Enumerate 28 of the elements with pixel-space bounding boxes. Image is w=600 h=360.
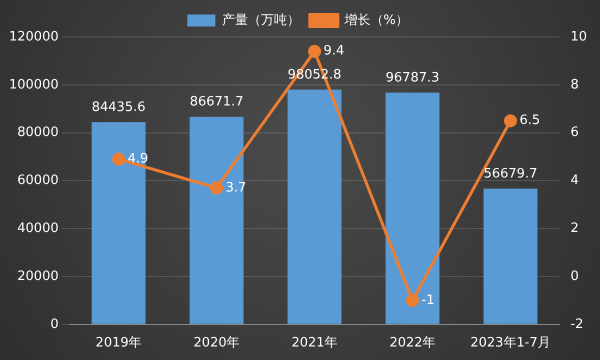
- y-tick-label: 20000: [17, 268, 59, 284]
- data-label: 86671.7: [190, 94, 244, 110]
- y-tick-label: 80000: [17, 125, 59, 140]
- legend-label: 增长（%）: [343, 12, 409, 28]
- x-tick-label: 2020年: [194, 336, 240, 351]
- y-tick-label: 40000: [17, 220, 59, 236]
- data-label: -1: [422, 292, 434, 308]
- x-tick-label: 2019年: [96, 336, 142, 351]
- y2-tick-label: 10: [570, 29, 588, 44]
- y2-tick-label: 2: [570, 220, 579, 236]
- x-tick-label: 2023年1-7月: [470, 336, 551, 351]
- data-label: 6.5: [519, 113, 540, 128]
- data-label: 9.4: [324, 44, 344, 59]
- y-tick-label: 60000: [17, 173, 59, 188]
- y2-tick-label: 4: [570, 173, 579, 188]
- y2-tick-label: 6: [570, 125, 579, 140]
- x-tick-label: 2022年: [389, 336, 436, 351]
- y-tick-label: 100000: [8, 77, 59, 92]
- y-tick-label: 120000: [8, 29, 59, 44]
- legend-label: 产量（万吨）: [222, 12, 300, 28]
- y2-tick-label: 8: [570, 77, 579, 92]
- y-tick-label: 0: [50, 316, 59, 332]
- data-label: 96787.3: [386, 70, 440, 86]
- y2-tick-label: -2: [570, 316, 584, 332]
- data-label: 56679.7: [484, 166, 538, 182]
- x-tick-label: 2021年: [291, 336, 338, 351]
- y2-tick-label: 0: [570, 268, 579, 284]
- data-label: 84435.6: [92, 100, 146, 116]
